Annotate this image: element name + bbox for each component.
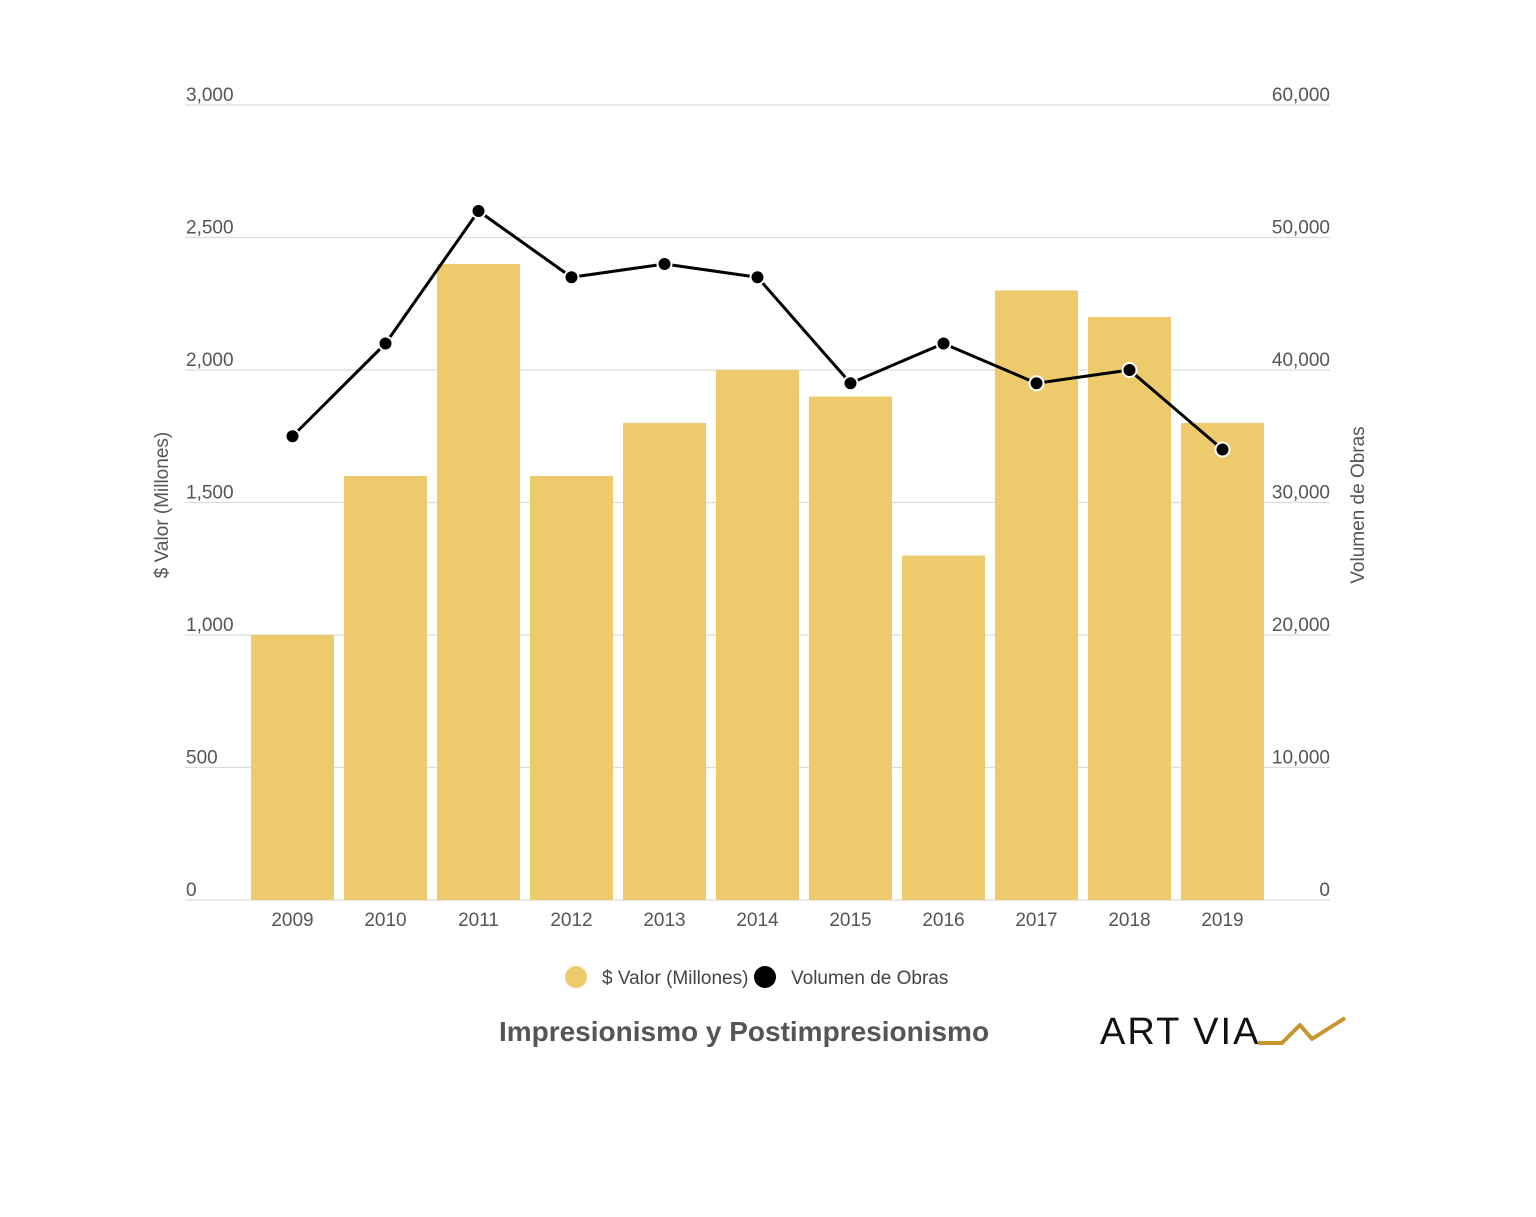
volume-point [563, 269, 580, 286]
chart-title: Impresionismo y Postimpresionismo [499, 1016, 989, 1047]
bars [251, 264, 1264, 900]
x-tick-label: 2010 [364, 910, 406, 931]
y2-tick-label: 40,000 [1272, 350, 1330, 371]
y-tick-label: 2,000 [186, 350, 234, 371]
legend-line-swatch [754, 966, 776, 988]
volume-point [1028, 375, 1045, 392]
y2-tick-label: 0 [1319, 880, 1330, 901]
y-tick-label: 2,500 [186, 218, 234, 239]
volume-line [284, 203, 1231, 458]
x-tick-label: 2012 [550, 910, 592, 931]
volume-point [935, 335, 952, 352]
bar [995, 290, 1078, 900]
volume-point [470, 203, 487, 219]
bar [1181, 423, 1264, 900]
y-tick-label: 0 [186, 880, 197, 901]
y-axis-title-right: Volumen de Obras [1348, 426, 1369, 583]
y2-tick-label: 30,000 [1272, 483, 1330, 504]
x-tick-label: 2013 [643, 910, 685, 931]
y-tick-label: 500 [186, 748, 218, 769]
legend: $ Valor (Millones) Volumen de Obras [565, 966, 948, 989]
legend-bar-swatch [565, 966, 587, 988]
volume-point [377, 335, 394, 352]
right-axis-ticks: 0 10,000 20,000 30,000 40,000 50,000 60,000 [1272, 85, 1330, 901]
logo-wordmark: ART VIA [1100, 1011, 1260, 1053]
y-tick-label: 3,000 [186, 85, 234, 106]
left-axis-ticks: 0 500 1,000 1,500 2,000 2,500 3,000 [186, 85, 234, 901]
x-tick-label: 2016 [922, 910, 964, 931]
legend-bar-label: $ Valor (Millones) [602, 968, 748, 989]
x-axis-ticks: 2009 2010 2011 2012 2013 2014 2015 2016 2017 2018… [271, 910, 1243, 931]
x-tick-label: 2009 [271, 910, 313, 931]
bar [437, 264, 520, 900]
bar [809, 396, 892, 900]
y-tick-label: 1,500 [186, 483, 234, 504]
y2-tick-label: 20,000 [1272, 615, 1330, 636]
logo-trend-icon [1258, 1016, 1347, 1045]
bar [251, 635, 334, 900]
volume-point [1214, 441, 1231, 458]
x-tick-label: 2017 [1015, 910, 1057, 931]
bar [623, 423, 706, 900]
x-tick-label: 2015 [829, 910, 871, 931]
bar [530, 476, 613, 900]
bar [1088, 317, 1171, 900]
x-tick-label: 2011 [458, 910, 499, 931]
volume-point [284, 428, 301, 445]
volume-point [842, 375, 859, 392]
volume-point [656, 256, 673, 272]
legend-line-label: Volumen de Obras [791, 968, 948, 989]
x-tick-label: 2019 [1201, 910, 1243, 931]
y2-tick-label: 50,000 [1272, 218, 1330, 239]
y-axis-title-left: $ Valor (Millones) [152, 432, 173, 578]
y2-tick-label: 10,000 [1272, 748, 1330, 769]
x-tick-label: 2014 [736, 910, 779, 931]
bar [344, 476, 427, 900]
x-tick-label: 2018 [1108, 910, 1150, 931]
bar [716, 370, 799, 900]
bar [902, 555, 985, 900]
volume-point [1121, 362, 1138, 378]
y-tick-label: 1,000 [186, 615, 234, 636]
volume-point [749, 269, 766, 286]
artvia-logo: ART VIA [1100, 1011, 1347, 1053]
y2-tick-label: 60,000 [1272, 85, 1330, 106]
